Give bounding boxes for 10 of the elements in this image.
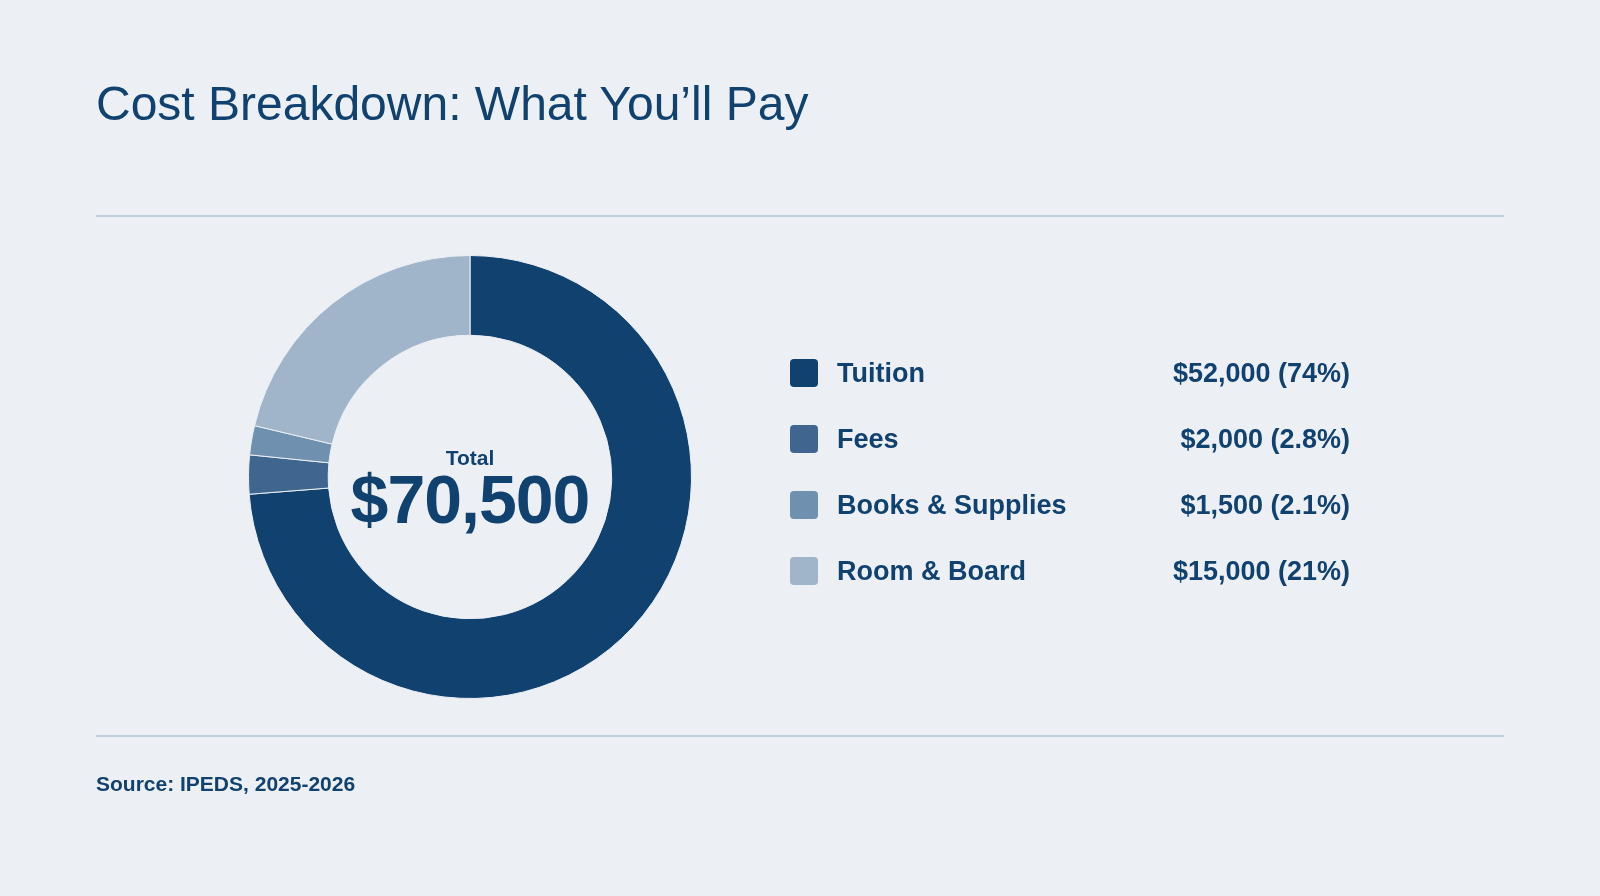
legend-label: Fees [837,423,899,455]
source-note: Source: IPEDS, 2025-2026 [96,772,356,796]
data-label: $52,000 (74%) [1172,357,1350,389]
legend-label: Books & Supplies [837,489,1067,521]
data-label: $1,500 (2.1%) [1180,489,1350,521]
data-label: $15,000 (21%) [1172,555,1350,587]
legend-label: Room & Board [837,555,1026,587]
chart-title: Cost Breakdown: What You’ll Pay [96,76,809,131]
legend-label: Tuition [837,357,925,389]
data-label: $2,000 (2.8%) [1180,423,1350,455]
